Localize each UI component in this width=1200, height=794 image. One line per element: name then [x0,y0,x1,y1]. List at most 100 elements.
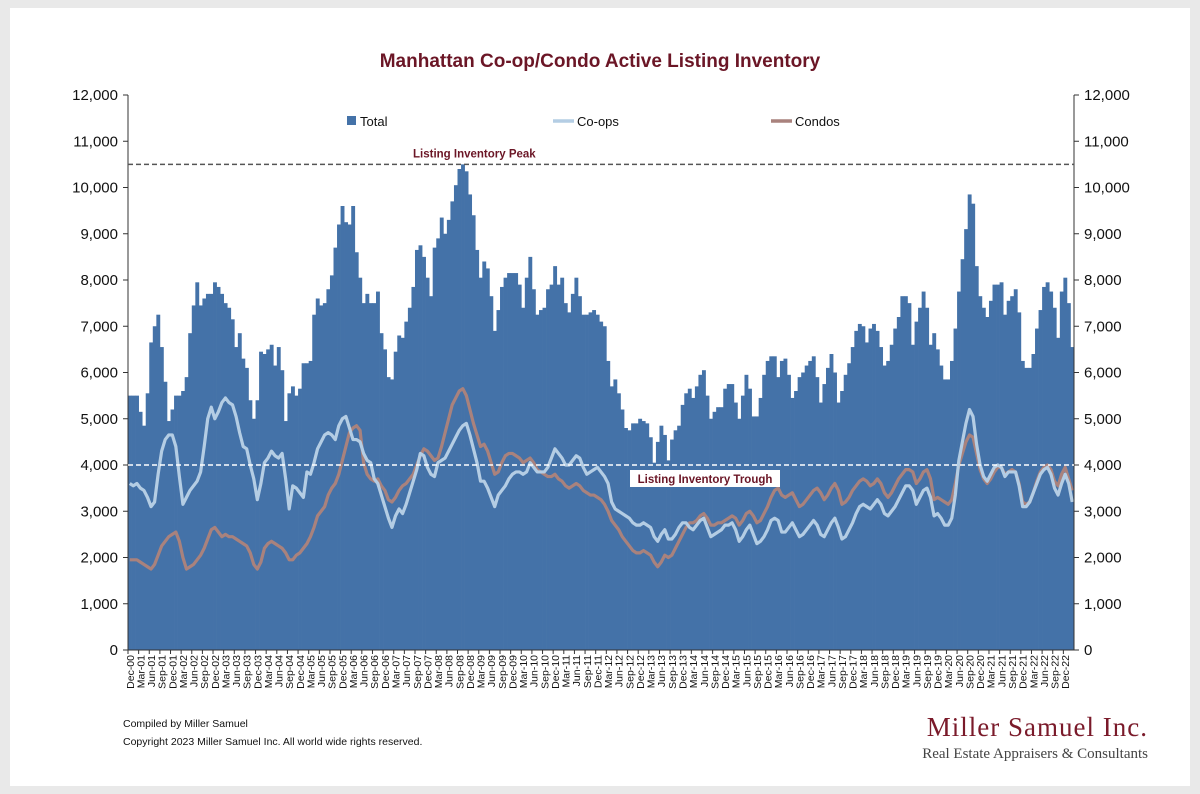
x-tick-label: Jun-10 [529,655,541,687]
total-bar [390,379,395,650]
x-tick-label: Dec-08 [465,655,477,689]
total-bar [500,286,504,650]
total-bar [854,330,859,651]
y-tick-label: 3,000 [80,503,118,520]
total-bar [939,365,944,650]
total-bar [170,409,175,650]
total-bar [925,307,930,650]
total-bar [967,194,972,650]
y-tick-label: 9,000 [80,226,118,243]
total-bar [510,273,515,650]
total-bar [882,365,887,650]
logo-tagline: Real Estate Appraisers & Consultants [922,746,1148,762]
y-tick-label-right: 0 [1084,642,1092,659]
total-bar [1006,300,1011,650]
x-tick-label: Mar-22 [1028,655,1040,688]
total-bar [914,321,919,651]
total-bar [163,381,168,650]
total-bar [701,370,706,650]
total-bar [875,330,880,651]
total-bar [652,462,657,650]
total-bar [131,395,136,651]
total-bar [577,296,582,650]
x-tick-label: Dec-07 [422,655,434,689]
x-tick-label: Mar-02 [178,655,190,688]
total-bar [1035,328,1039,650]
total-bar [489,296,494,650]
total-bar [620,409,625,650]
total-bar [648,437,653,650]
x-tick-label: Dec-06 [380,655,392,689]
y-tick-label-right: 4,000 [1084,457,1122,474]
x-tick-label: Jun-18 [869,655,881,687]
x-tick-label: Sep-19 [922,655,934,689]
x-tick-label: Sep-18 [879,655,891,689]
total-bar [411,286,416,650]
total-bar [783,358,788,651]
total-bar [422,256,426,651]
total-bar [666,460,671,651]
total-bar [273,365,278,650]
total-bar [815,377,820,651]
x-tick-label: Sep-22 [1050,655,1062,689]
x-tick-label: Dec-15 [763,655,775,689]
total-bar [1027,367,1032,651]
y-tick-label: 11,000 [73,133,118,150]
x-tick-label: Dec-18 [890,655,902,689]
x-tick-label: Mar-04 [263,655,275,688]
total-bar [252,418,256,650]
total-bar [436,238,441,651]
y-tick-label-right: 12,000 [1084,87,1130,104]
x-tick-label: Jun-09 [486,655,498,687]
x-tick-label: Dec-10 [550,655,562,689]
y-tick-label-right: 3,000 [1084,503,1122,520]
total-bar [1031,354,1036,650]
x-tick-label: Jun-12 [614,655,626,687]
total-bar [468,194,473,650]
series-lines [128,387,1074,571]
total-bar [829,354,834,650]
total-bar [570,293,575,650]
total-bar [581,314,586,650]
total-bars [128,164,1075,651]
x-tick-label: Mar-06 [348,655,360,688]
total-bar [358,277,363,650]
total-bar [879,347,884,650]
x-tick-label: Mar-05 [305,655,317,688]
x-tick-label: Jun-15 [741,655,753,687]
total-bar [616,393,621,650]
total-bar [198,305,203,650]
total-bar [705,395,710,651]
x-tick-label: Mar-16 [773,655,785,688]
x-tick-label: Dec-13 [677,655,689,689]
total-bar [585,314,589,650]
x-tick-label: Jun-03 [231,655,243,687]
x-tick-label: Jun-17 [826,655,838,687]
total-bar [135,395,139,651]
y-tick-label: 6,000 [80,365,118,382]
total-bar [496,310,501,650]
total-bar [588,312,593,650]
total-bar [769,356,774,650]
total-bar [262,354,267,650]
x-tick-label: Sep-06 [369,655,381,689]
x-tick-label: Sep-09 [497,655,509,689]
total-bar [524,277,529,650]
total-bar [298,388,302,650]
x-tick-label: Mar-08 [433,655,445,688]
total-bar [149,342,154,650]
axes: 0 0 1,000 1,000 2,000 2,000 3,000 3,000 4,000 4,0… [72,87,1130,689]
x-tick-label: Sep-03 [242,655,254,689]
x-tick-label: Mar-15 [731,655,743,688]
x-tick-label: Mar-21 [986,655,998,688]
total-bar [128,395,132,651]
total-bar [733,402,738,650]
total-bar [432,247,437,651]
x-tick-label: Sep-21 [1007,655,1019,689]
total-bar [949,360,954,650]
total-bar [567,312,572,650]
peak-label: Listing Inventory Peak [413,148,536,160]
total-bar [457,169,462,650]
x-tick-label: Dec-12 [635,655,647,689]
total-bar [779,360,784,650]
